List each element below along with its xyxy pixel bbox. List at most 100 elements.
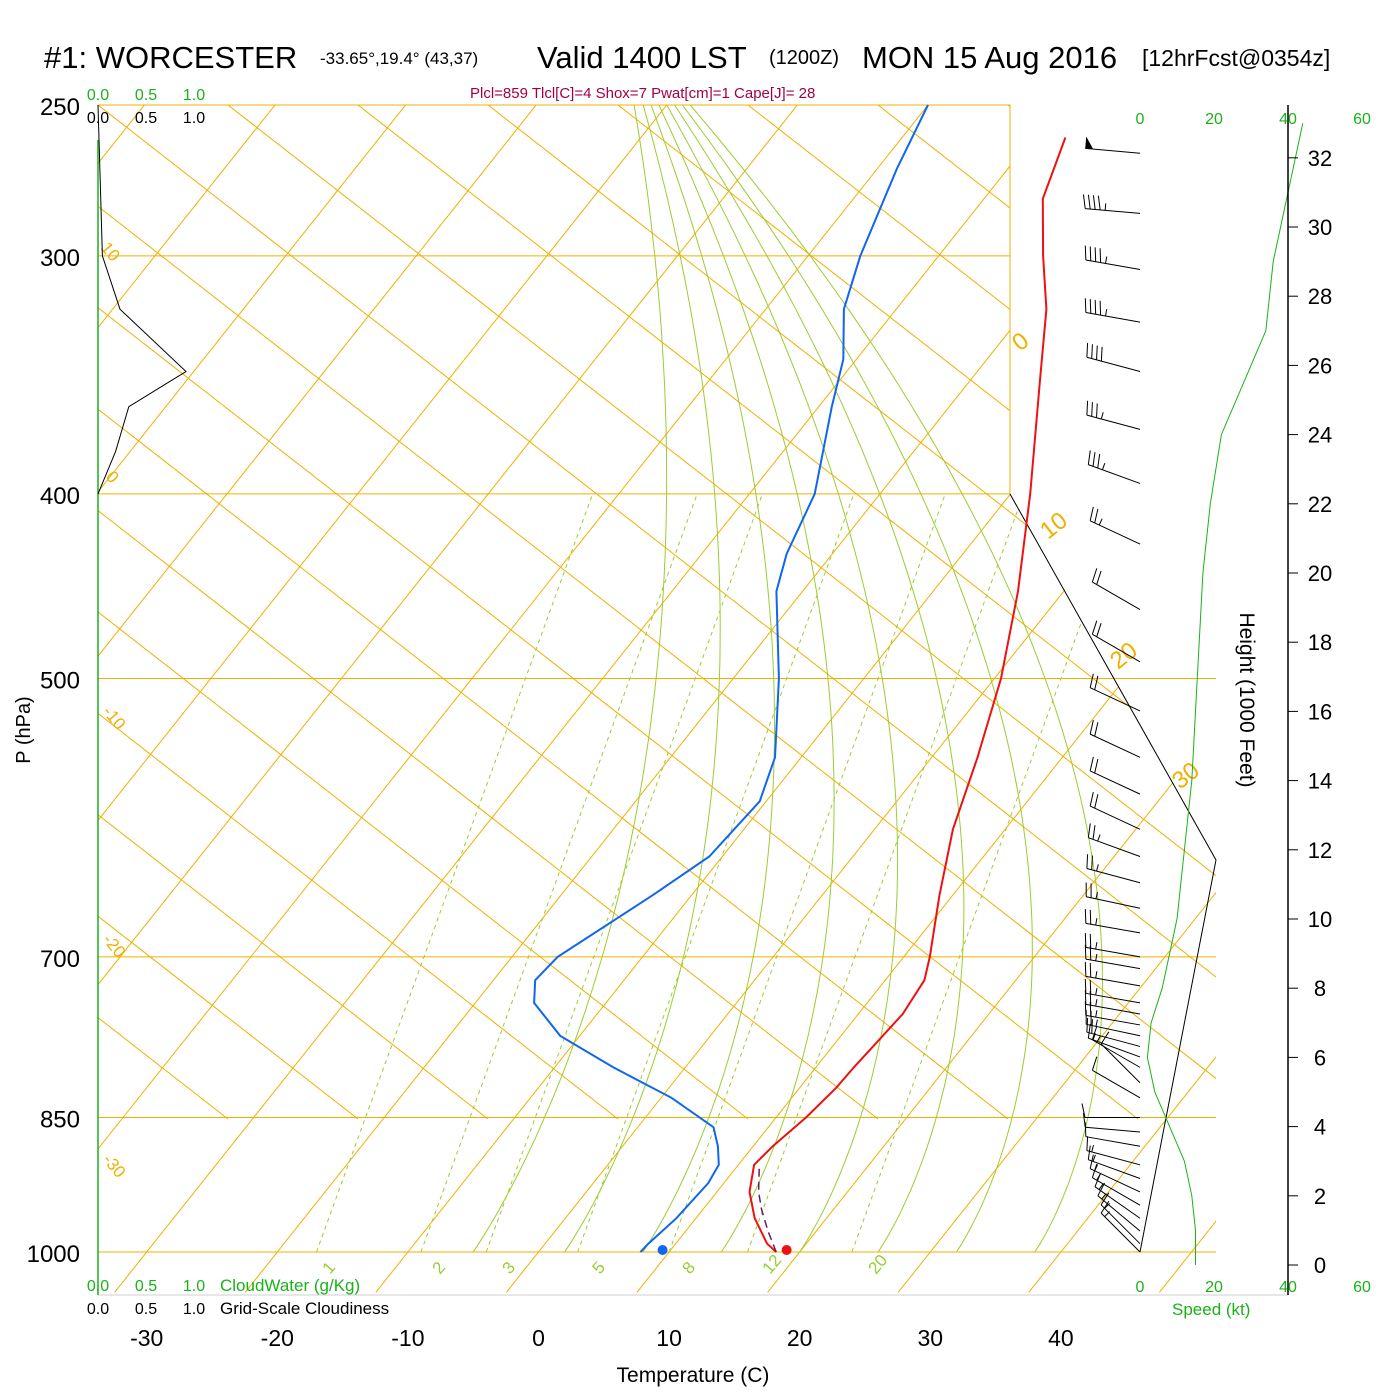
wind-barb-flag xyxy=(1085,136,1094,150)
wind-barb-half-feather xyxy=(1096,1173,1101,1181)
height-tick-label: 32 xyxy=(1308,146,1332,171)
wind-barb-staff xyxy=(1085,208,1141,214)
wind-barb xyxy=(1084,909,1141,934)
mixing-ratio-label: 8 xyxy=(679,1258,700,1277)
wind-barb-half-feather xyxy=(1091,1144,1094,1153)
dry-adiabat xyxy=(747,105,1216,1120)
forecast-label: [12hrFcst@0354z] xyxy=(1142,45,1330,71)
wind-barb-feather xyxy=(1089,756,1094,772)
sounding-curves xyxy=(97,104,1304,1265)
wind-barb-half-feather xyxy=(1096,864,1099,872)
isotherm xyxy=(1028,105,1216,1293)
moist-adiabat xyxy=(681,105,1033,1253)
speed-tick-top: 0 xyxy=(1136,111,1145,128)
wind-barb xyxy=(1089,673,1141,712)
cloudiness-tick-top: 1.0 xyxy=(183,110,205,127)
wind-barb xyxy=(1086,1136,1141,1166)
wind-barb-feather xyxy=(1099,248,1102,263)
wind-barb-staff xyxy=(1085,1003,1141,1015)
wind-barb-feather xyxy=(1082,1112,1086,1128)
height-tick-label: 30 xyxy=(1308,215,1332,240)
wind-isotherm-label: 20 xyxy=(1105,637,1143,675)
wind-barb-staff xyxy=(1086,896,1141,909)
wind-barb-feather xyxy=(1087,450,1091,465)
pressure-tick-label: 300 xyxy=(40,245,80,272)
wind-barb-staff xyxy=(1089,805,1141,830)
wind-barb-feather xyxy=(1094,794,1099,809)
wind-barb-staff xyxy=(1085,958,1141,970)
isotherm xyxy=(98,105,956,1293)
wind-isotherm-label: 30 xyxy=(1167,757,1205,795)
isotherm-label: -10 xyxy=(99,702,129,733)
wind-barb-feather xyxy=(1089,1154,1094,1169)
dry-adiabat xyxy=(98,105,619,1120)
height-tick-label: 0 xyxy=(1314,1253,1326,1278)
wind-barb-feather xyxy=(1091,620,1098,635)
wind-barb-feather xyxy=(1089,909,1092,925)
wind-barb xyxy=(1087,450,1141,484)
dry-adiabat xyxy=(357,105,1216,1120)
speed-tick-top: 20 xyxy=(1205,111,1223,128)
stability-indices: Plcl=859 Tlcl[C]=4 Shox=7 Pwat[cm]=1 Cap… xyxy=(470,85,815,102)
temperature-tick-label: 0 xyxy=(532,1325,545,1351)
wind-barb-feather xyxy=(1089,299,1092,314)
wind-barb-feather xyxy=(1084,962,1087,977)
height-tick-label: 20 xyxy=(1308,561,1332,586)
wind-barb-half-feather xyxy=(1098,518,1103,526)
wind-barb-staff xyxy=(1085,1136,1141,1147)
wind-barb-feather xyxy=(1089,933,1092,949)
temperature-tick-label: -10 xyxy=(391,1325,424,1351)
wind-barb-feather xyxy=(1100,1192,1110,1206)
mixing-ratio-label: 3 xyxy=(499,1258,520,1277)
moist-adiabat xyxy=(658,105,835,1253)
cloudiness-tick-top: 0.5 xyxy=(135,110,157,127)
dry-adiabat xyxy=(98,105,489,1120)
wind-barb-staff xyxy=(1100,1204,1141,1245)
wind-barb-feather xyxy=(1097,453,1101,469)
isotherm xyxy=(98,105,172,1293)
valid-time: Valid 1400 LST xyxy=(537,40,747,75)
pressure-tick-label: 1000 xyxy=(27,1241,80,1268)
wind-barb xyxy=(1087,823,1141,857)
wind-barb-feather xyxy=(1089,962,1092,978)
temperature-tick-label: 40 xyxy=(1048,1325,1074,1351)
wind-frame-line xyxy=(1009,493,1217,1253)
isotherm xyxy=(767,105,1216,1293)
moist-adiabat xyxy=(666,105,899,1253)
wind-barb-staff xyxy=(1088,1037,1141,1058)
wind-barb-half-feather xyxy=(1098,1183,1104,1190)
wind-barb xyxy=(1089,720,1141,758)
height-axis-title: Height (1000 Feet) xyxy=(1235,612,1258,787)
wind-barb-half-feather xyxy=(1104,203,1107,211)
speed-axis-title: Speed (kt) xyxy=(1172,1300,1250,1319)
mixing-ratio-label: 20 xyxy=(865,1251,892,1278)
height-tick-label: 16 xyxy=(1308,699,1332,724)
wind-barb-feather xyxy=(1084,1122,1087,1137)
cloudwater-tick-top: 0.0 xyxy=(87,87,109,104)
wind-barb xyxy=(1087,1145,1141,1179)
height-tick-label: 10 xyxy=(1308,907,1332,932)
wind-barb-feather xyxy=(1084,909,1087,924)
wind-barb-staff xyxy=(1092,581,1141,610)
wind-barb-feather xyxy=(1096,623,1102,637)
wind-barb xyxy=(1086,400,1141,430)
wind-barb-staff xyxy=(1089,770,1141,795)
wind-barb xyxy=(1084,298,1141,323)
isotherm xyxy=(897,105,1216,1293)
wind-barb-half-feather xyxy=(1095,999,1098,1007)
temperature-tick-label: 20 xyxy=(787,1325,813,1351)
wind-barb xyxy=(1089,792,1141,830)
wind-barb-feather xyxy=(1082,194,1086,209)
wind-barb-feather xyxy=(1097,1182,1106,1196)
cloudwater-axis-title: CloudWater (g/Kg) xyxy=(220,1276,360,1295)
cloudiness-tick-bottom: 0.5 xyxy=(135,1301,157,1318)
wind-barb-feather xyxy=(1094,299,1097,315)
mixing-ratio-label: 5 xyxy=(589,1258,610,1277)
cloudiness-tick-top: 0.0 xyxy=(87,110,109,127)
wind-barb-staff xyxy=(1092,1069,1141,1099)
pressure-axis-title: P (hPa) xyxy=(13,696,35,763)
wind-barb-staff xyxy=(1086,1150,1141,1166)
wind-barb-staff xyxy=(1086,1023,1141,1037)
wind-barb-half-feather xyxy=(1095,942,1098,950)
